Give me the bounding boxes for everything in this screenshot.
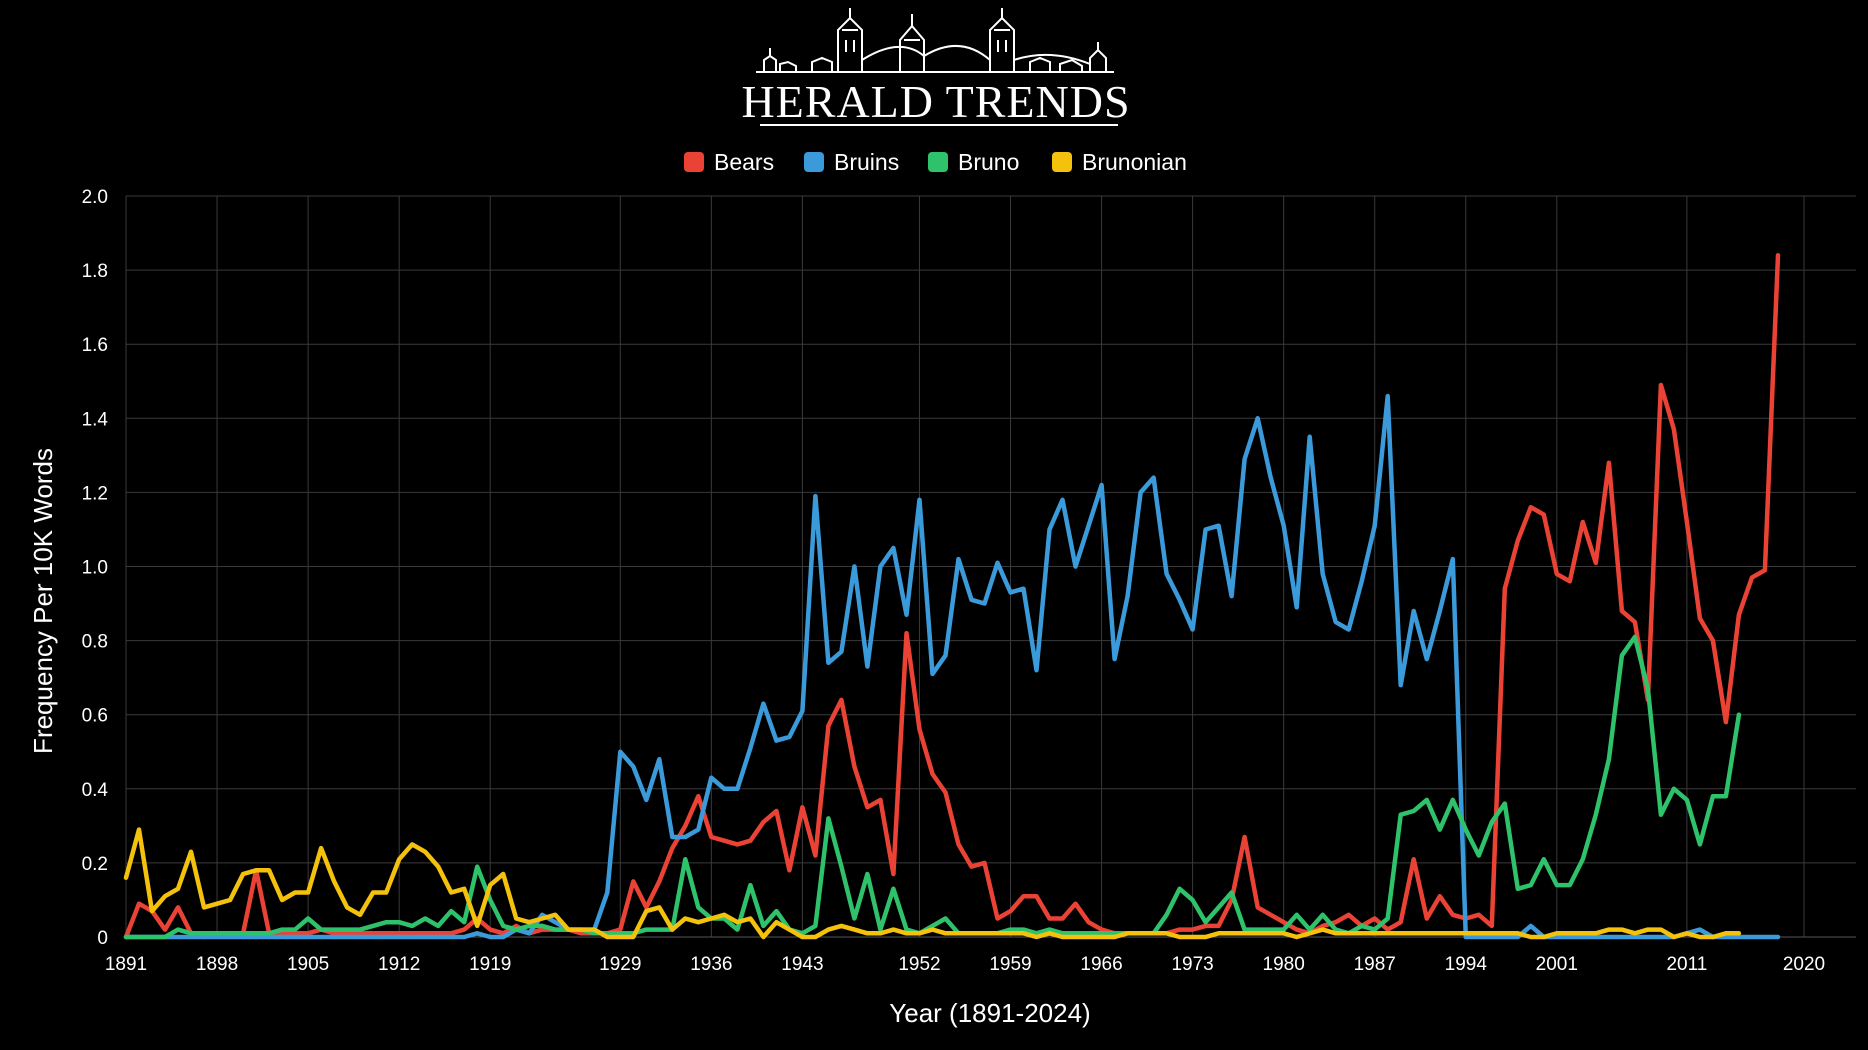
y-tick-label: 1.8 <box>82 261 108 282</box>
legend-swatch-bears <box>684 152 704 172</box>
legend-label-bruno[interactable]: Bruno <box>958 149 1019 175</box>
y-tick-label: 0.2 <box>82 854 108 875</box>
x-axis-ticks: 1891 1898 1905 1912 1919 1929 1936 1943 1952 1959… <box>105 954 1825 975</box>
x-tick-label: 1891 <box>105 954 147 975</box>
x-tick-label: 1912 <box>378 954 420 975</box>
x-tick-label: 2001 <box>1536 954 1578 975</box>
y-tick-label: 2.0 <box>82 187 108 208</box>
x-tick-label: 2011 <box>1666 954 1707 975</box>
legend-label-bears[interactable]: Bears <box>714 149 774 175</box>
x-tick-label: 1994 <box>1445 954 1488 975</box>
y-tick-label: 0.6 <box>82 706 108 727</box>
y-tick-label: 1.6 <box>82 335 108 356</box>
x-tick-label: 1980 <box>1263 954 1305 975</box>
chart-grid <box>125 195 1856 938</box>
y-tick-label: 1.4 <box>82 409 109 430</box>
legend-label-bruins[interactable]: Bruins <box>834 149 899 175</box>
x-tick-label: 1929 <box>599 954 641 975</box>
y-tick-label: 1.0 <box>82 558 108 579</box>
x-tick-label: 1905 <box>287 954 329 975</box>
x-tick-label: 1943 <box>781 954 823 975</box>
chart-legend: Bears Bruins Bruno Brunonian <box>684 149 1187 175</box>
y-axis-ticks: 0 0.2 0.4 0.6 0.8 1.0 1.2 1.4 1.6 1.8 2.0 <box>82 187 109 949</box>
y-tick-label: 1.2 <box>82 483 108 504</box>
legend-swatch-brunonian <box>1052 152 1072 172</box>
series-line-bruno <box>123 634 1742 940</box>
chart-series <box>123 253 1781 940</box>
x-tick-label: 1959 <box>989 954 1031 975</box>
logo-skyline-icon <box>756 8 1114 73</box>
logo-wordmark: HERALD TRENDS <box>741 76 1130 127</box>
x-tick-label: 1952 <box>898 954 940 975</box>
y-tick-label: 0.8 <box>82 632 108 653</box>
x-tick-label: 1919 <box>469 954 511 975</box>
herald-trends-logo: HERALD TRENDS <box>741 8 1130 127</box>
series-line-bears <box>123 253 1781 940</box>
series-line-bruins <box>123 393 1781 940</box>
x-axis-title: Year (1891-2024) <box>889 998 1090 1028</box>
legend-swatch-bruno <box>928 152 948 172</box>
x-tick-label: 1966 <box>1080 954 1122 975</box>
y-axis-title: Frequency Per 10K Words <box>28 448 58 754</box>
legend-label-brunonian[interactable]: Brunonian <box>1082 149 1187 175</box>
x-tick-label: 1987 <box>1354 954 1396 975</box>
y-tick-label: 0 <box>97 928 108 949</box>
legend-swatch-bruins <box>804 152 824 172</box>
x-tick-label: 1973 <box>1171 954 1213 975</box>
x-tick-label: 1936 <box>690 954 732 975</box>
x-tick-label: 2020 <box>1783 954 1825 975</box>
series-line-brunonian <box>123 827 1742 940</box>
y-tick-label: 0.4 <box>82 780 109 801</box>
x-tick-label: 1898 <box>196 954 238 975</box>
